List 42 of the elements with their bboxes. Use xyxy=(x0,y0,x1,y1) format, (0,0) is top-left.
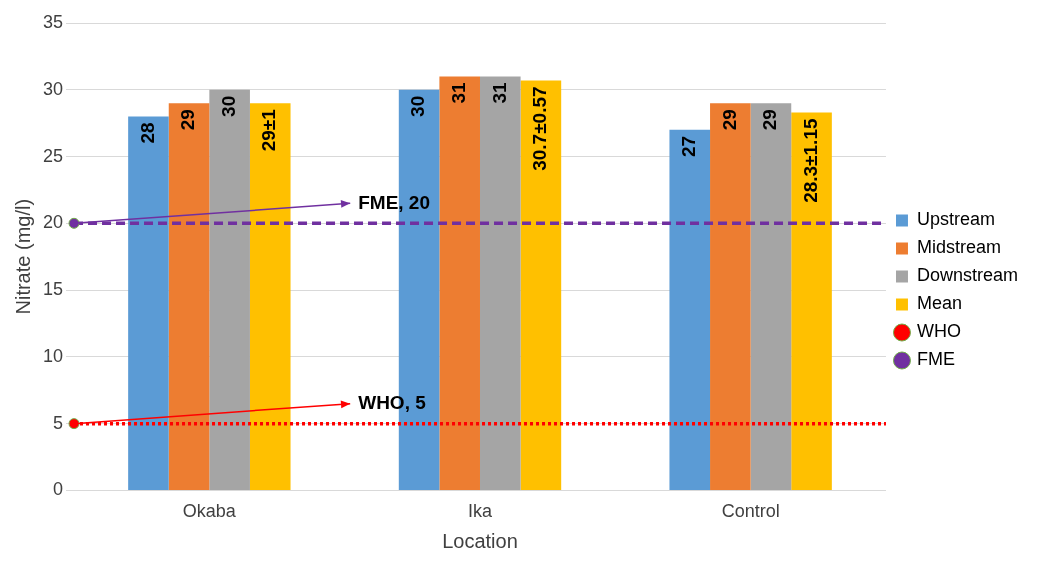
bar xyxy=(750,103,792,490)
bar xyxy=(520,80,562,490)
data-label: 30 xyxy=(407,95,429,117)
x-tick-label: Ika xyxy=(467,501,493,522)
data-label: 30 xyxy=(217,95,239,117)
data-label: 29±1 xyxy=(258,108,280,152)
x-tick-label: Okaba xyxy=(182,501,237,522)
legend-label: Midstream xyxy=(916,237,1001,258)
data-label: 29 xyxy=(177,109,199,131)
data-label: 27 xyxy=(677,135,699,157)
y-tick-label: 35 xyxy=(42,11,64,32)
y-tick-label: 25 xyxy=(42,145,64,166)
legend-label: Mean xyxy=(916,293,962,314)
x-tick-label: Control xyxy=(721,501,780,522)
bar xyxy=(669,129,711,490)
bar xyxy=(791,112,832,490)
bar xyxy=(128,116,169,490)
y-axis-title: Nitrate (mg/l) xyxy=(11,198,34,315)
y-tick-label: 5 xyxy=(53,412,64,433)
legend-label: Upstream xyxy=(916,209,995,230)
data-label: 31 xyxy=(447,81,469,104)
data-label: 28 xyxy=(136,122,158,144)
x-axis-title: Location xyxy=(442,529,518,552)
y-tick-label: 15 xyxy=(42,279,64,300)
data-label: 29 xyxy=(718,109,740,131)
data-label: 30.7±0.57 xyxy=(529,86,551,171)
data-label: 28.3±1.15 xyxy=(799,118,821,203)
y-tick-label: 0 xyxy=(53,479,64,500)
y-tick-label: 30 xyxy=(42,78,64,99)
legend-label: Downstream xyxy=(916,265,1018,286)
data-label: 29 xyxy=(759,109,781,131)
legend-label: WHO xyxy=(916,321,961,342)
bar xyxy=(439,76,480,490)
bar xyxy=(168,103,210,490)
legend-label: FME xyxy=(916,349,955,370)
bar xyxy=(480,76,521,490)
y-tick-label: 20 xyxy=(42,212,64,233)
bar xyxy=(249,103,291,490)
data-label: 31 xyxy=(488,81,510,104)
y-tick-label: 10 xyxy=(42,345,64,366)
bar xyxy=(209,89,250,490)
bar xyxy=(710,103,751,490)
